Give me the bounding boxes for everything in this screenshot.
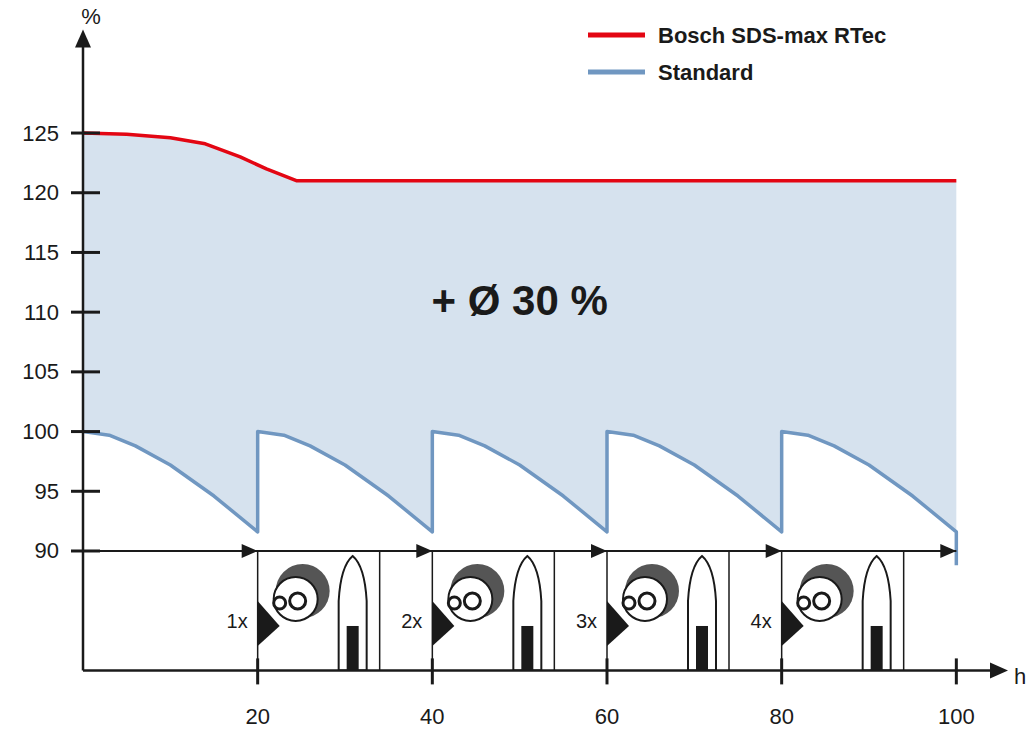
x-tick <box>256 658 259 684</box>
chisel <box>863 556 891 670</box>
time-arrowhead <box>591 544 607 558</box>
x-tick-label: 20 <box>245 704 269 729</box>
legend: Bosch SDS-max RTec Standard <box>588 23 886 85</box>
annotation: + Ø 30 % <box>432 277 608 324</box>
regrind-marker <box>258 551 380 670</box>
regrind-marker <box>432 551 554 670</box>
chart: 90 95 100 105 110 115 120 125 20 40 60 80 100% h 1x 2x 3… <box>0 0 1032 731</box>
y-tick <box>71 430 100 433</box>
legend-label: Standard <box>658 60 753 85</box>
legend-swatch <box>588 70 645 75</box>
y-tick-label: 120 <box>22 180 59 205</box>
chisel <box>339 556 367 670</box>
y-tick-label: 95 <box>35 479 59 504</box>
marker-box-edge <box>728 551 730 670</box>
marker-box-edge <box>379 551 381 670</box>
chisel-shank <box>347 626 359 670</box>
grinder-knob <box>274 597 286 609</box>
regrind-marker <box>607 551 729 670</box>
marker-box-edge <box>554 551 556 670</box>
y-tick-label: 105 <box>22 359 59 384</box>
marker-box-edge <box>903 551 905 670</box>
plot-area <box>83 133 956 670</box>
grinder-hand <box>432 601 454 646</box>
x-tick-label: 100 <box>938 704 975 729</box>
grinder-knob <box>623 597 635 609</box>
regrind-label: 1x <box>227 610 248 632</box>
regrind-label: 2x <box>401 610 422 632</box>
chisel-shank <box>696 626 708 670</box>
y-tick-label: 100 <box>22 419 59 444</box>
grinder-spindle <box>464 593 480 609</box>
grinder-body <box>623 577 667 621</box>
regrind-label: 3x <box>576 610 597 632</box>
y-tick-label: 115 <box>24 240 59 265</box>
y-axis-arrow <box>75 30 91 48</box>
grinder-spindle <box>639 593 655 609</box>
y-tick <box>71 490 100 493</box>
chisel-shank <box>521 626 533 670</box>
x-tick-label: 80 <box>769 704 793 729</box>
x-axis <box>83 669 1000 672</box>
grinder-body <box>274 577 318 621</box>
legend-swatch <box>588 33 645 38</box>
time-arrow-line <box>83 550 956 552</box>
grinder-hand <box>258 601 280 646</box>
marker-box <box>607 551 729 670</box>
x-axis-title: h <box>1014 664 1026 689</box>
y-tick-label: 110 <box>24 300 59 325</box>
x-axis-arrow <box>990 662 1008 678</box>
grinder-spindle <box>814 593 830 609</box>
y-tick-label: 90 <box>35 538 59 563</box>
time-arrowhead <box>940 544 956 558</box>
y-axis-title: % <box>81 4 101 29</box>
y-tick <box>71 311 100 314</box>
x-tick <box>606 658 609 684</box>
marker-box <box>782 551 904 670</box>
x-tick <box>780 658 783 684</box>
x-tick <box>955 658 958 684</box>
y-tick <box>71 549 100 552</box>
marker-box <box>432 551 554 670</box>
regrind-marker <box>782 551 904 670</box>
chisel-shank <box>871 626 883 670</box>
chisel <box>688 556 716 670</box>
x-tick-label: 60 <box>595 704 619 729</box>
grinder-knob <box>798 597 810 609</box>
y-tick <box>71 191 100 194</box>
y-tick <box>71 370 100 373</box>
difference-area <box>83 133 956 565</box>
time-arrowhead <box>766 544 782 558</box>
y-tick <box>71 251 100 254</box>
legend-label: Bosch SDS-max RTec <box>658 23 886 48</box>
grinder-body <box>448 577 492 621</box>
x-tick-label: 40 <box>420 704 444 729</box>
regrind-label: 4x <box>751 610 772 632</box>
time-arrowhead <box>416 544 432 558</box>
grinder-knob <box>448 597 460 609</box>
x-tick <box>431 658 434 684</box>
grinder-hand <box>782 601 804 646</box>
time-arrowhead <box>242 544 258 558</box>
y-tick <box>71 132 100 135</box>
y-tick-label: 125 <box>22 121 59 146</box>
grinder-spindle <box>290 593 306 609</box>
grinder-hand <box>607 601 629 646</box>
chisel <box>513 556 541 670</box>
grinder-body <box>798 577 842 621</box>
series-line <box>83 432 956 566</box>
series-line <box>83 133 956 181</box>
marker-box <box>258 551 380 670</box>
